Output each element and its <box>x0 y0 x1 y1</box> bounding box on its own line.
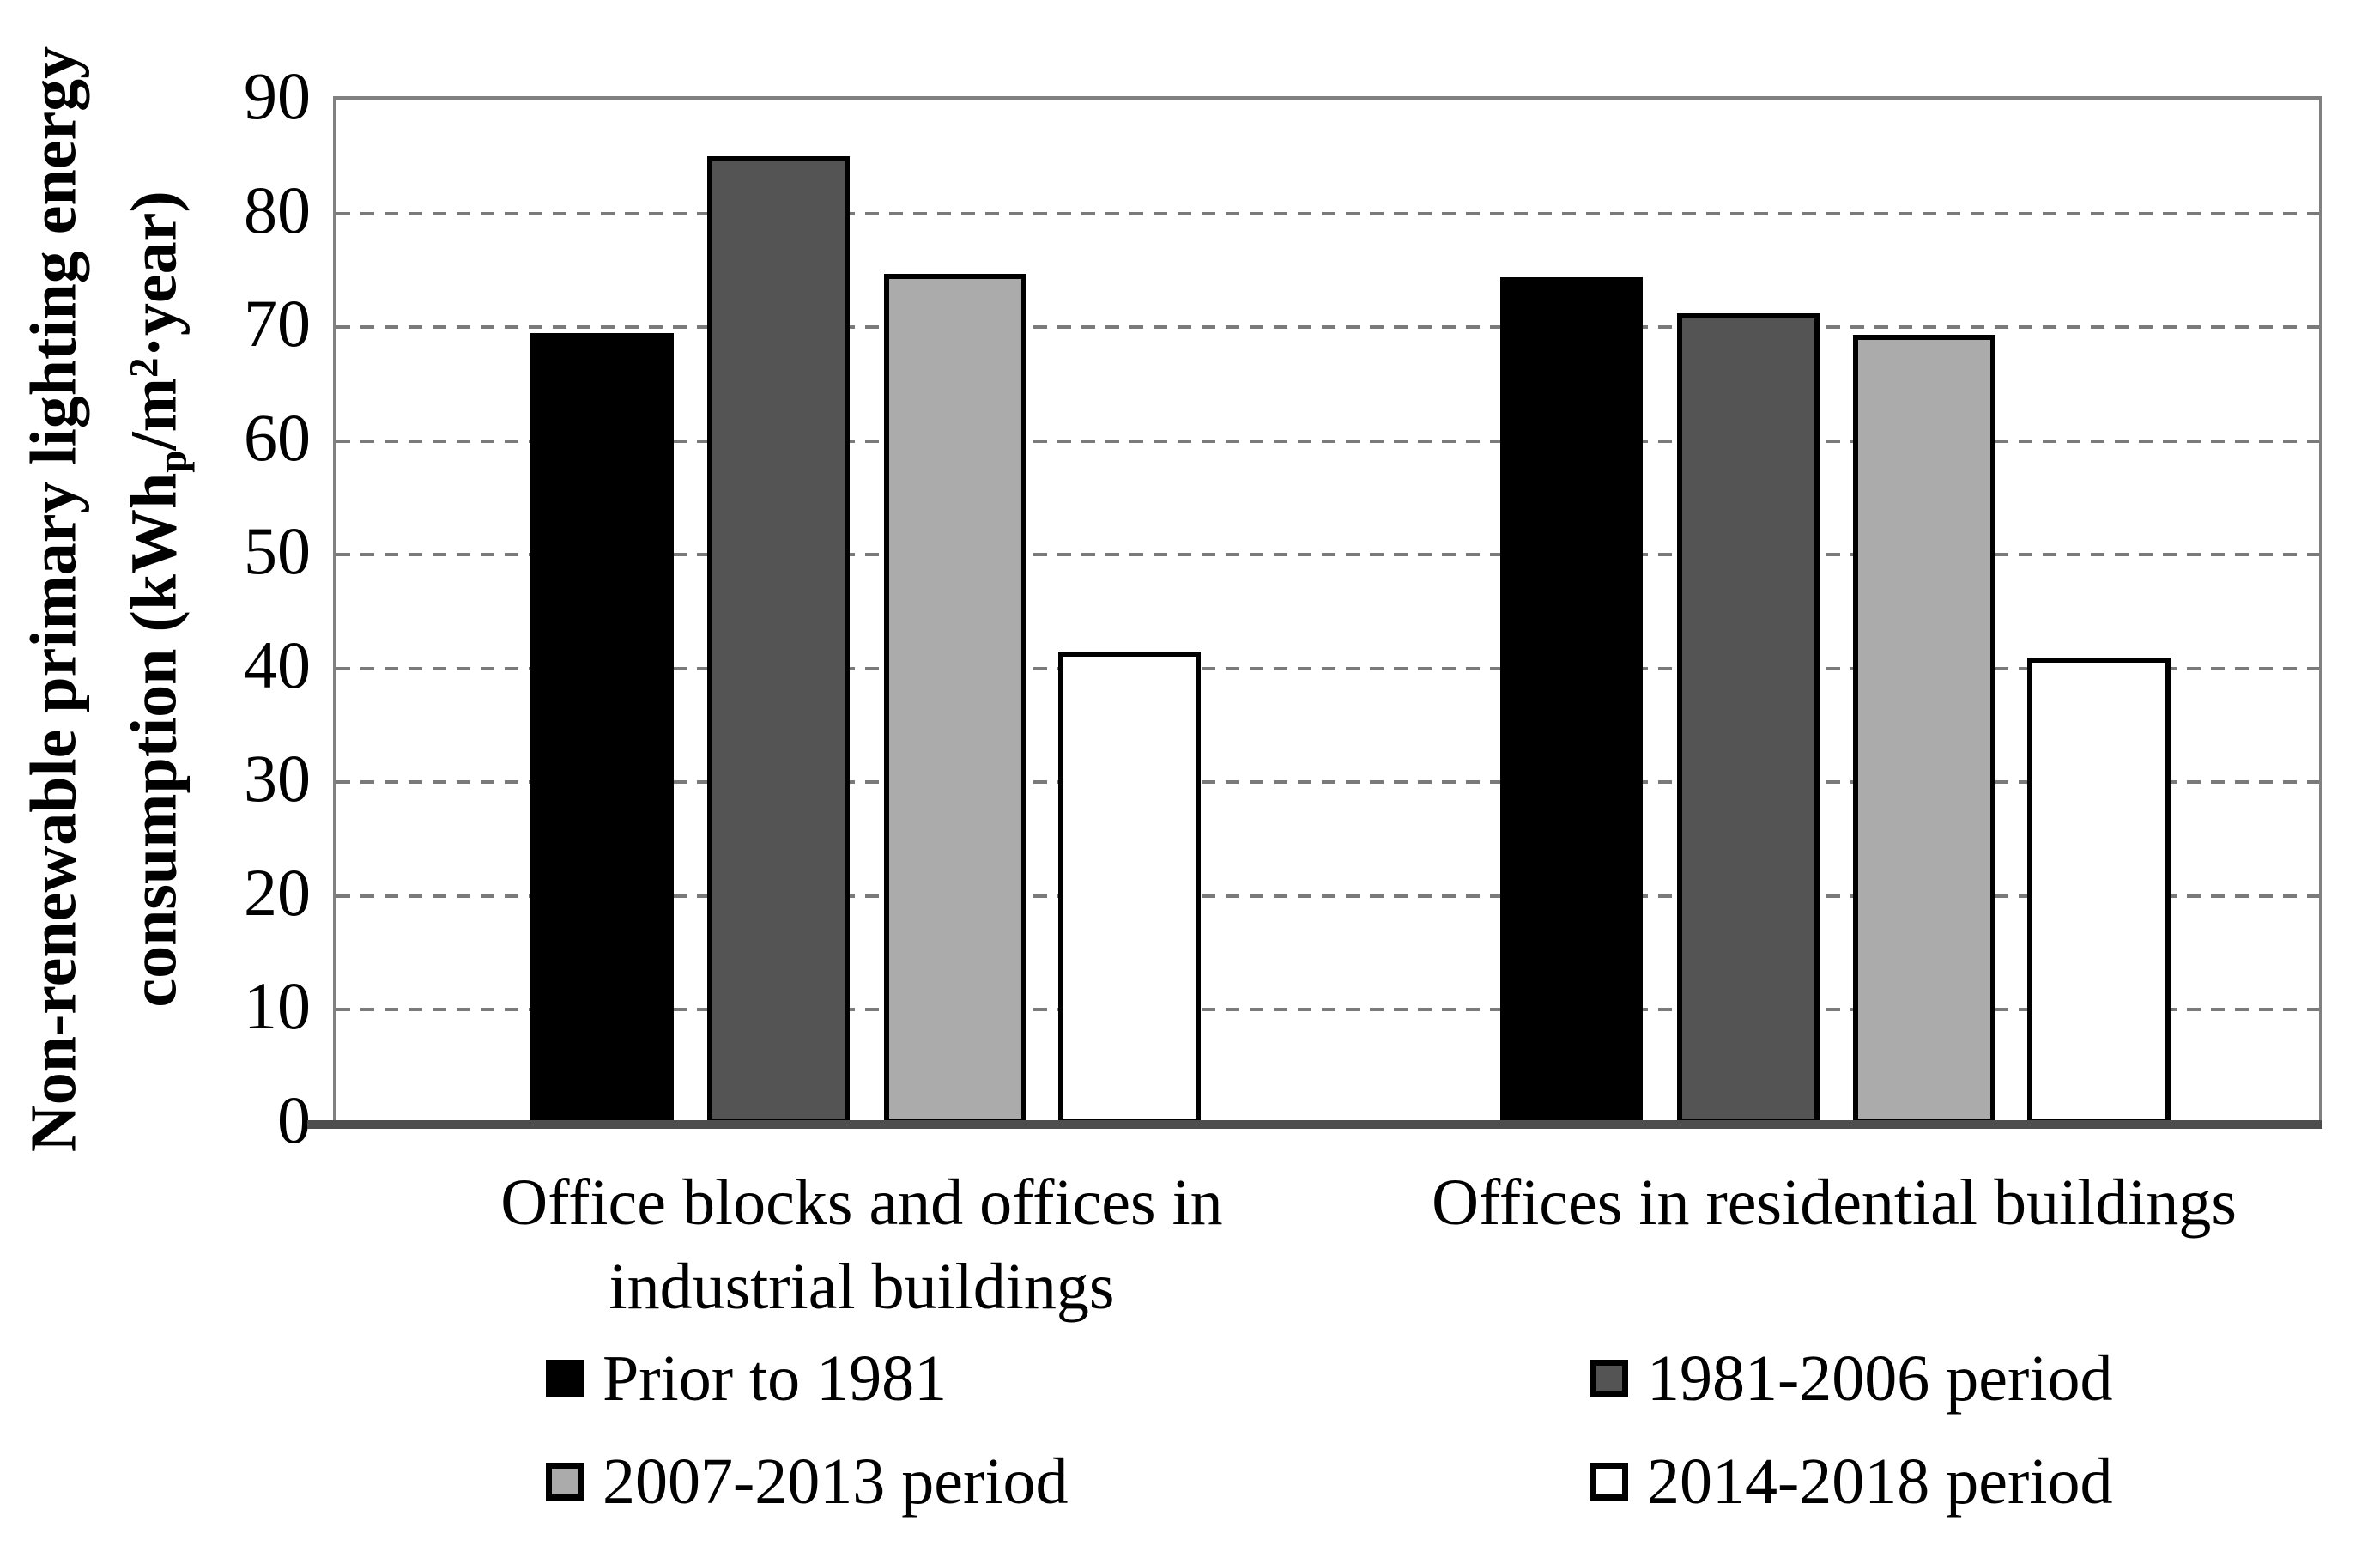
gridline-50 <box>336 553 2319 557</box>
legend-item-prior-1981: Prior to 1981 <box>546 1336 947 1422</box>
bar-prior-to-1981-category-2 <box>1499 276 1644 1124</box>
plot-area <box>307 96 2322 1129</box>
legend-label-2007-2013: 2007-2013 period <box>603 1445 1069 1518</box>
y-tick-label-40: 40 <box>244 627 311 702</box>
bar-prior-to-1981-category-1 <box>530 332 674 1124</box>
legend-item-2014-2018: 2014-2018 period <box>1590 1439 2112 1525</box>
y-tick-label-30: 30 <box>244 741 311 816</box>
bar-2014-2018-period-category-2 <box>2027 657 2171 1124</box>
gridline-20 <box>336 894 2319 898</box>
bar-2007-2013-period-category-1 <box>883 273 1026 1124</box>
legend-item-2007-2013: 2007-2013 period <box>546 1439 1068 1525</box>
bar-1981-2006-period-category-2 <box>1676 313 1820 1124</box>
y-tick-label-50: 50 <box>244 513 311 589</box>
bar-2014-2018-period-category-1 <box>1057 651 1202 1124</box>
y-tick-label-0: 0 <box>277 1082 311 1157</box>
y-tick-label-80: 80 <box>244 172 311 247</box>
gridline-40 <box>336 666 2319 670</box>
legend-label-prior-1981: Prior to 1981 <box>603 1342 948 1415</box>
category-label-residential: Offices in residential buildings <box>1432 1167 2237 1239</box>
bar-2007-2013-period-category-2 <box>1853 335 1996 1124</box>
legend-swatch-prior-1981 <box>546 1360 584 1397</box>
legend-label-2014-2018: 2014-2018 period <box>1647 1445 2113 1518</box>
gridline-30 <box>336 780 2319 785</box>
y-tick-label-20: 20 <box>244 854 311 930</box>
gridline-70 <box>336 325 2319 330</box>
y-tick-label-10: 10 <box>244 968 311 1044</box>
bar-1981-2006-period-category-1 <box>706 156 851 1124</box>
legend-swatch-1981-2006 <box>1590 1360 1628 1397</box>
gridline-80 <box>336 211 2319 215</box>
legend-swatch-2007-2013 <box>546 1463 584 1501</box>
gridline-60 <box>336 439 2319 443</box>
x-axis-line <box>307 1120 2322 1129</box>
legend-item-1981-2006: 1981-2006 period <box>1590 1336 2112 1422</box>
y-tick-label-70: 70 <box>244 286 311 361</box>
y-tick-label-60: 60 <box>244 399 311 475</box>
category-label-office-blocks: Office blocks and offices in industrial … <box>500 1167 1223 1323</box>
legend-swatch-2014-2018 <box>1590 1463 1628 1501</box>
y-tick-label-90: 90 <box>244 58 311 133</box>
gridline-10 <box>336 1008 2319 1012</box>
legend-label-1981-2006: 1981-2006 period <box>1647 1342 2113 1415</box>
